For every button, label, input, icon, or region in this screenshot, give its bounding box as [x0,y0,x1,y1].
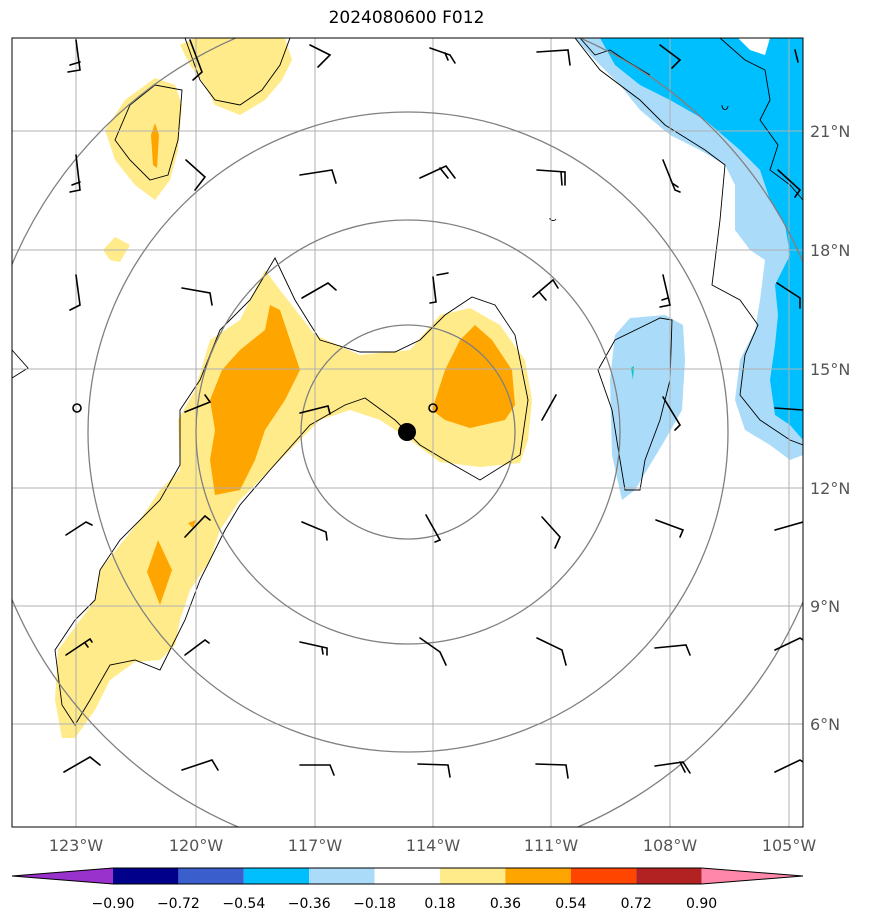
white-notch [738,38,770,55]
colorbar-tick-label: 0.54 [555,896,586,912]
colorbar-tick-label: 0.90 [686,896,717,912]
colorbar-segment-last [701,868,803,884]
lon-label: 111°W [524,836,579,855]
lat-label: 9°N [810,597,840,616]
colorbar-low-extension [12,868,113,884]
lat-label: 21°N [810,122,850,141]
map-title: 2024080600 F012 [328,8,485,28]
sky-blue-ne [600,38,803,440]
colorbar-segment [440,868,506,884]
lon-label: 123°W [49,836,104,855]
colorbar-tick-label: −0.54 [222,896,265,912]
colorbar-segment [243,868,310,884]
orange-core-left [210,305,300,495]
colorbar-tick-label: 0.72 [621,896,652,912]
light-blue-east-cell [610,315,685,500]
positive-fill-layer [55,38,532,738]
lat-label: 18°N [810,241,850,260]
lat-label: 15°N [810,360,850,379]
latitude-labels: 21°N 18°N 15°N 12°N 9°N 6°N [810,122,850,734]
yellow-top-blob [180,38,292,115]
orange-speck [188,520,196,528]
calm-wind-marker-center [428,403,438,413]
colorbar-outline [11,867,804,885]
yellow-left-blob [105,78,182,200]
colorbar-segment [636,868,702,884]
lat-label: 12°N [810,479,850,498]
colorbar-tick-label: −0.72 [157,896,200,912]
lon-label: 108°W [643,836,698,855]
colorbar-segment [570,868,637,884]
orange-core-right [432,325,515,428]
lon-label: 117°W [288,836,343,855]
colorbar-tick-label: 0.18 [424,896,455,912]
colorbar-segment [505,868,571,884]
map-plot-area [12,38,803,827]
calm-wind-marker-west [72,403,82,413]
negative-fill-layer [575,38,803,500]
map-frame [11,37,804,828]
wind-barbs [63,39,803,779]
colorbar-tick-label: −0.18 [353,896,396,912]
colorbar-segment [113,868,179,884]
colorbar: −0.90 −0.72 −0.54 −0.36 −0.18 0.18 0.36 … [11,867,804,912]
storm-center-marker [398,423,416,441]
longitude-labels: 123°W 120°W 117°W 114°W 111°W 108°W 105°… [49,836,817,855]
colorbar-segment [178,868,244,884]
yellow-band-main [55,270,532,738]
orange-small-south [147,540,172,605]
colorbar-segment [309,868,375,884]
contour-lines [12,38,803,726]
colorbar-segment [374,868,440,884]
graticule [12,38,803,827]
lon-label: 120°W [169,836,224,855]
range-rings [12,38,803,827]
colorbar-tick-label: −0.90 [92,896,135,912]
colorbar-tick-label: −0.36 [288,896,331,912]
orange-small-north [151,123,159,168]
lon-label: 105°W [762,836,817,855]
lon-label: 114°W [406,836,461,855]
colorbar-tick-label: 0.36 [490,896,521,912]
lat-label: 6°N [810,715,840,734]
